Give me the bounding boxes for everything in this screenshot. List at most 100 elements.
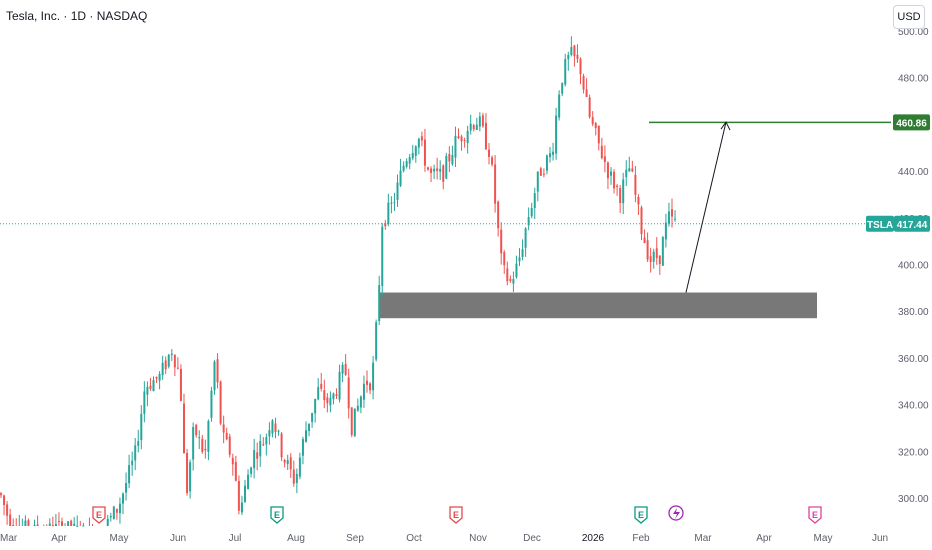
candle-body[interactable]	[366, 380, 368, 385]
candle-body[interactable]	[301, 439, 304, 456]
candle-body[interactable]	[305, 430, 307, 442]
candle-body[interactable]	[231, 457, 234, 465]
candle-body[interactable]	[597, 125, 600, 144]
candle-body[interactable]	[271, 420, 274, 434]
candle-body[interactable]	[332, 393, 335, 400]
candle-body[interactable]	[533, 193, 536, 209]
candle-body[interactable]	[131, 460, 134, 466]
candle-body[interactable]	[536, 171, 539, 192]
candle-body[interactable]	[420, 136, 423, 141]
candle-body[interactable]	[152, 380, 155, 392]
candle-body[interactable]	[500, 229, 503, 254]
candle-body[interactable]	[545, 155, 548, 171]
candle-body[interactable]	[448, 153, 451, 162]
candle-body[interactable]	[466, 130, 469, 144]
candle-body[interactable]	[475, 124, 478, 130]
candle-body[interactable]	[512, 279, 515, 284]
candle-body[interactable]	[405, 161, 408, 167]
candle-body[interactable]	[643, 237, 646, 244]
candle-body[interactable]	[350, 407, 353, 435]
candle-body[interactable]	[539, 168, 542, 176]
candle-body[interactable]	[561, 82, 564, 94]
candle-body[interactable]	[344, 363, 347, 375]
candle-body[interactable]	[341, 364, 344, 374]
candle-body[interactable]	[460, 136, 463, 142]
candle-body[interactable]	[585, 89, 588, 97]
candle-body[interactable]	[128, 465, 131, 484]
candle-body[interactable]	[338, 371, 341, 400]
candle-body[interactable]	[494, 164, 497, 204]
candle-body[interactable]	[24, 520, 27, 526]
earnings-marker[interactable]	[270, 506, 284, 524]
candle-body[interactable]	[655, 248, 658, 259]
candle-body[interactable]	[76, 525, 79, 527]
candle-body[interactable]	[170, 353, 173, 355]
candle-body[interactable]	[164, 360, 167, 370]
candle-body[interactable]	[667, 211, 670, 224]
candle-body[interactable]	[472, 125, 475, 130]
candle-body[interactable]	[613, 171, 616, 189]
candle-body[interactable]	[558, 94, 561, 118]
candle-body[interactable]	[591, 117, 594, 125]
candle-body[interactable]	[201, 438, 204, 452]
candle-body[interactable]	[430, 168, 433, 173]
candle-body[interactable]	[393, 202, 396, 204]
candle-body[interactable]	[308, 423, 311, 431]
candle-body[interactable]	[637, 196, 640, 205]
candle-body[interactable]	[674, 218, 677, 220]
candle-body[interactable]	[521, 249, 524, 257]
candle-body[interactable]	[414, 146, 417, 156]
candle-body[interactable]	[640, 207, 643, 235]
candle-body[interactable]	[372, 362, 375, 391]
candle-body[interactable]	[118, 503, 121, 514]
candle-body[interactable]	[411, 152, 414, 159]
candle-body[interactable]	[579, 58, 582, 75]
candle-body[interactable]	[155, 376, 158, 379]
candle-body[interactable]	[247, 474, 250, 490]
candle-body[interactable]	[442, 165, 445, 182]
candle-body[interactable]	[268, 430, 271, 437]
candle-body[interactable]	[192, 427, 195, 460]
candle-body[interactable]	[183, 403, 185, 454]
candle-body[interactable]	[503, 252, 506, 266]
candle-body[interactable]	[664, 222, 667, 240]
candle-body[interactable]	[417, 138, 420, 148]
candle-body[interactable]	[454, 136, 457, 158]
candle-body[interactable]	[628, 168, 631, 172]
projection-arrow[interactable]	[685, 121, 727, 293]
candle-body[interactable]	[137, 441, 140, 446]
candle-body[interactable]	[198, 437, 201, 439]
candle-body[interactable]	[387, 202, 390, 224]
candle-body[interactable]	[356, 405, 359, 411]
candle-body[interactable]	[634, 174, 637, 195]
candle-body[interactable]	[481, 115, 484, 127]
candle-body[interactable]	[457, 136, 460, 139]
candle-body[interactable]	[67, 521, 70, 526]
candle-body[interactable]	[292, 469, 295, 484]
candle-body[interactable]	[390, 202, 393, 204]
candle-body[interactable]	[57, 521, 60, 523]
candle-body[interactable]	[606, 162, 609, 179]
candle-body[interactable]	[207, 421, 210, 452]
support-zone[interactable]	[380, 292, 817, 319]
candle-body[interactable]	[240, 502, 243, 513]
candle-body[interactable]	[408, 157, 411, 164]
candle-body[interactable]	[378, 285, 381, 321]
candle-body[interactable]	[320, 383, 323, 389]
candle-body[interactable]	[0, 493, 2, 496]
candle-body[interactable]	[140, 413, 143, 441]
candle-body[interactable]	[329, 398, 332, 406]
candle-body[interactable]	[274, 423, 277, 432]
candle-body[interactable]	[222, 424, 225, 433]
candle-body[interactable]	[161, 362, 164, 376]
candle-body[interactable]	[396, 182, 399, 200]
candle-body[interactable]	[445, 155, 448, 179]
candle-body[interactable]	[286, 460, 289, 465]
candle-body[interactable]	[298, 457, 301, 477]
candle-body[interactable]	[433, 168, 436, 172]
candle-body[interactable]	[323, 390, 326, 401]
candle-body[interactable]	[277, 430, 280, 432]
candle-body[interactable]	[661, 237, 664, 266]
